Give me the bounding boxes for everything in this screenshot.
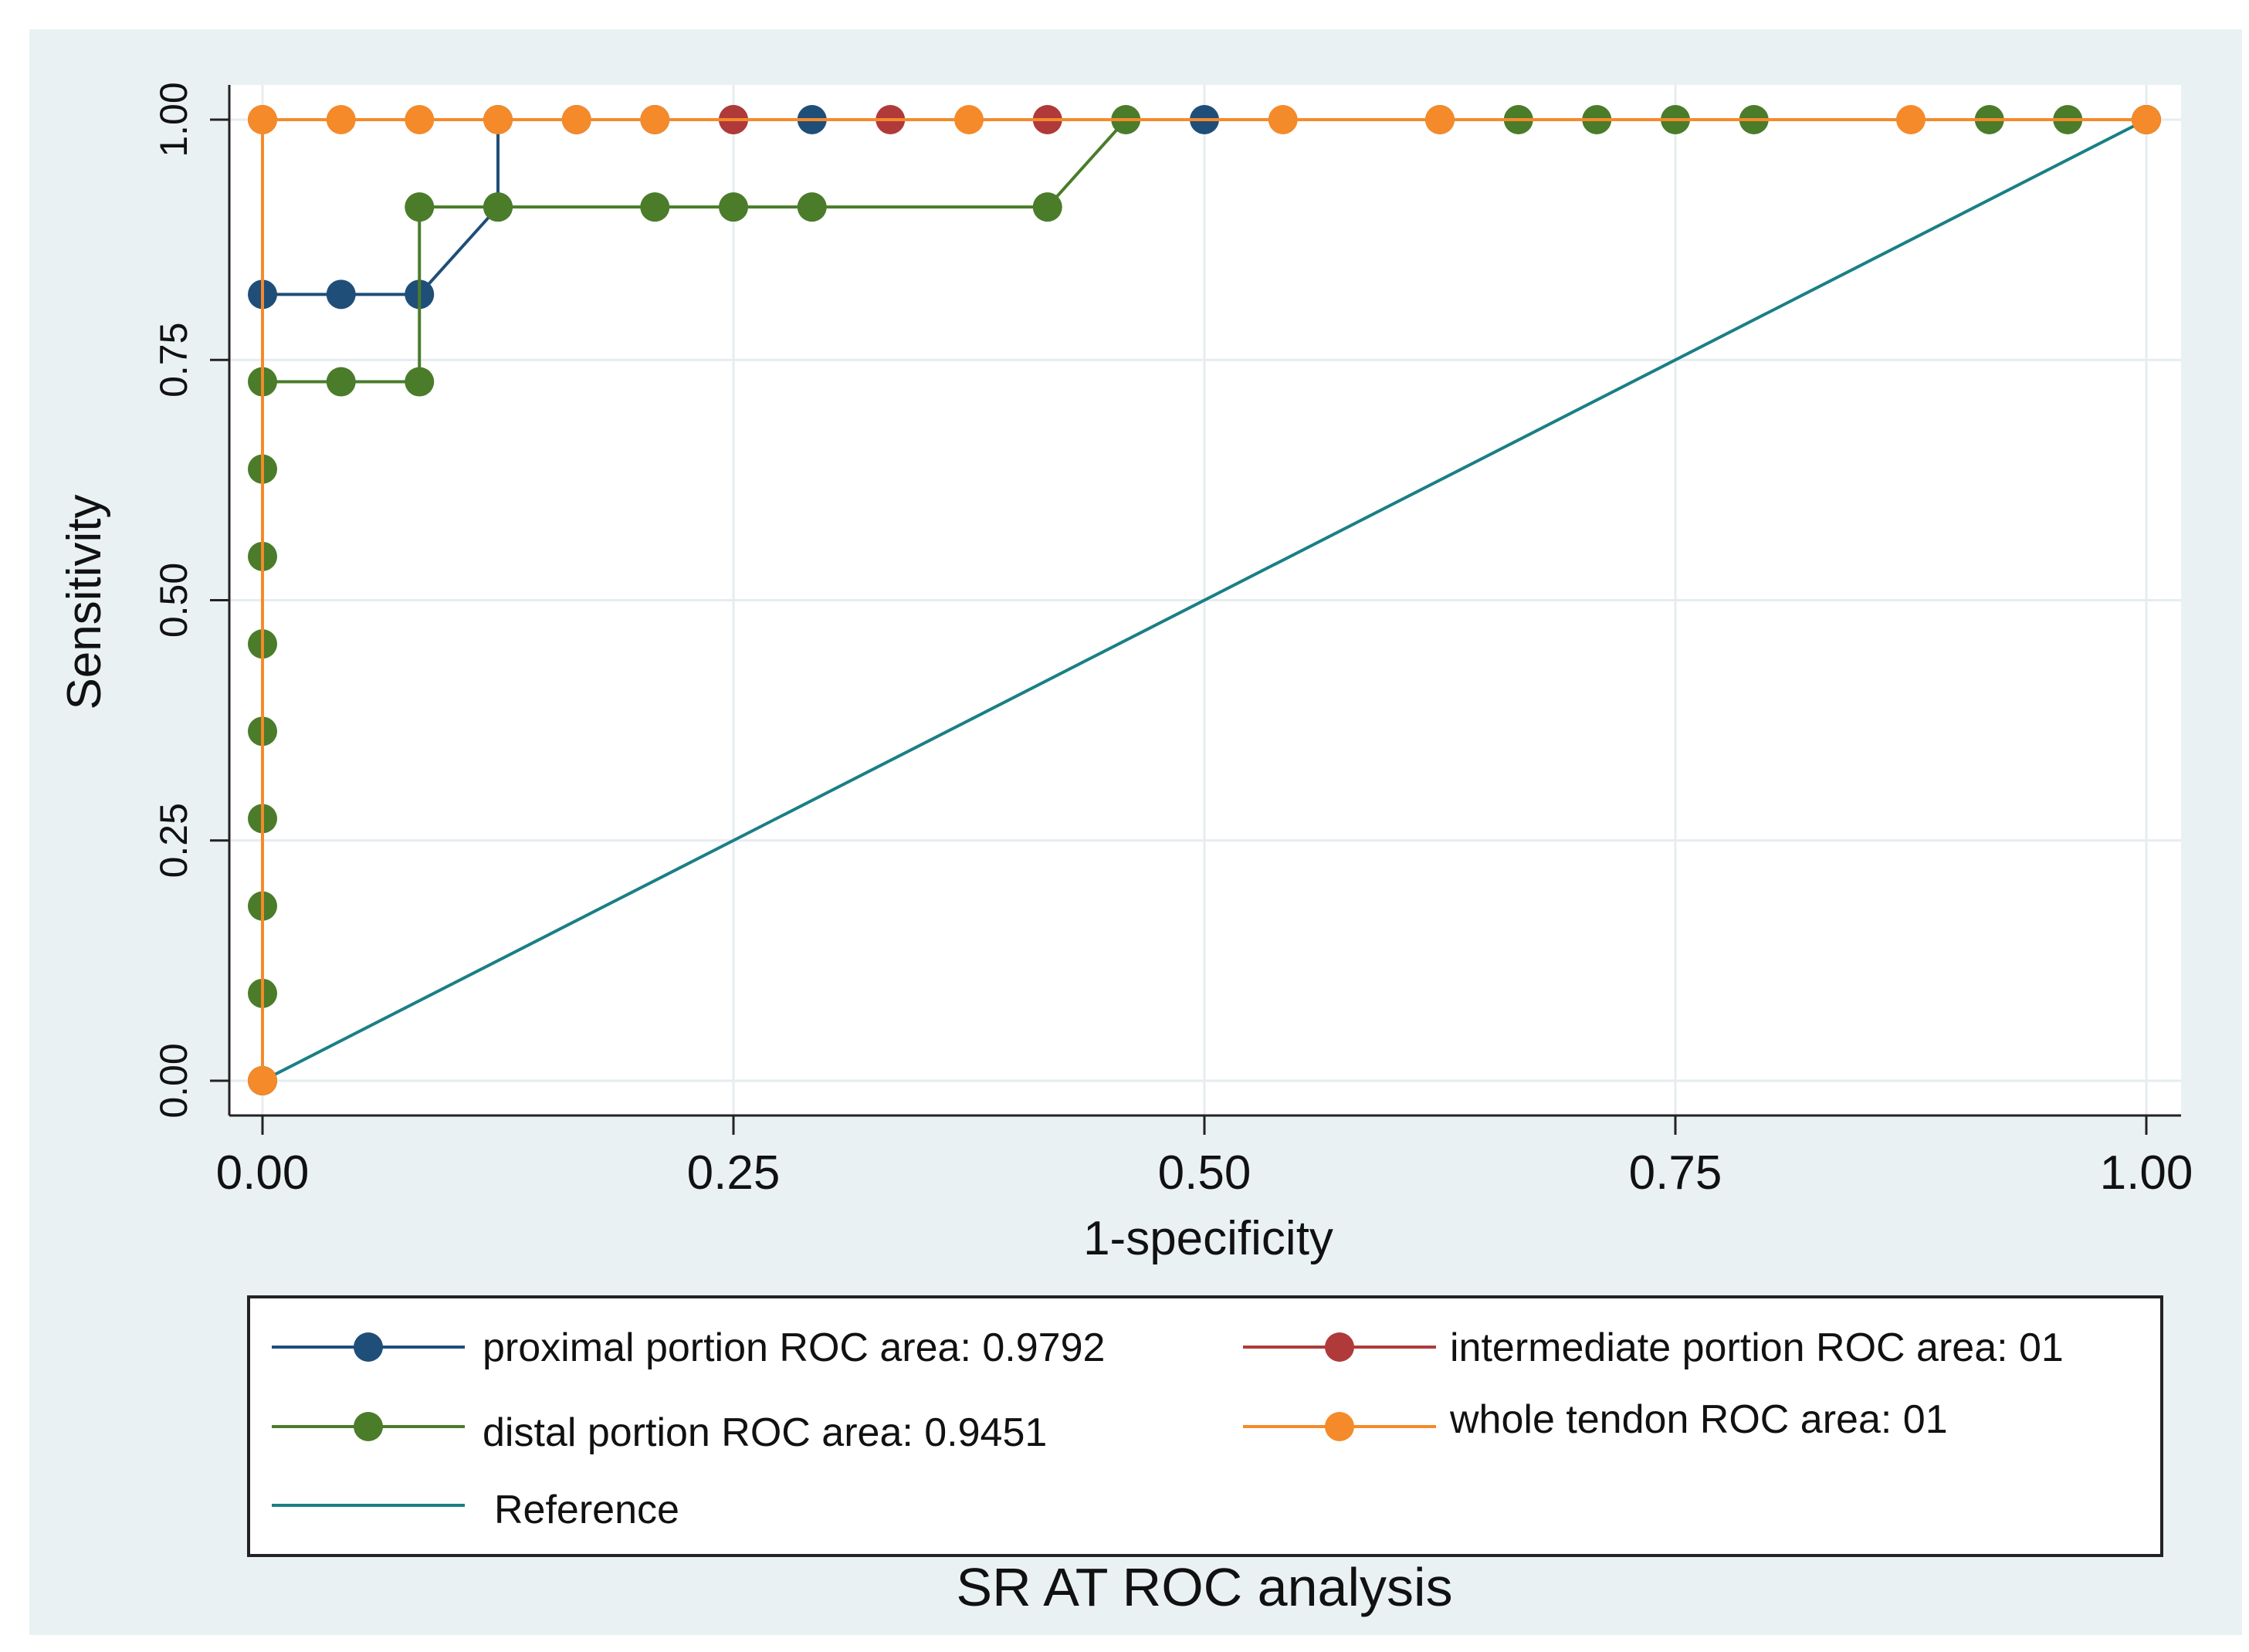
series-whole-point bbox=[248, 1066, 277, 1095]
series-whole-point bbox=[326, 105, 356, 134]
y-tick-label: 0.00 bbox=[152, 1043, 195, 1118]
legend-box bbox=[247, 1295, 2163, 1557]
series-proximal-point bbox=[326, 279, 356, 310]
series-distal-point bbox=[640, 192, 670, 222]
series-whole-point bbox=[1425, 105, 1455, 134]
series-whole-point bbox=[248, 105, 277, 134]
x-tick-label: 1.00 bbox=[2100, 1146, 2193, 1200]
series-distal-point bbox=[405, 367, 435, 397]
legend-whole-marker bbox=[1325, 1412, 1354, 1441]
y-tick-label: 0.25 bbox=[152, 803, 195, 878]
series-distal-point bbox=[719, 192, 748, 222]
legend-intermediate-marker bbox=[1325, 1332, 1354, 1362]
legend-distal-marker bbox=[354, 1412, 383, 1441]
legend: proximal portion ROC area: 0.9792 interm… bbox=[247, 1295, 2163, 1557]
legend-whole-label: whole tendon ROC area: 01 bbox=[1449, 1397, 1948, 1442]
series-whole-point bbox=[405, 105, 435, 134]
series-distal-point bbox=[797, 192, 827, 222]
series-whole-point bbox=[640, 105, 670, 134]
x-tick-label: 0.25 bbox=[687, 1146, 781, 1200]
y-tick-label: 0.75 bbox=[152, 323, 195, 398]
series-whole-point bbox=[483, 105, 513, 134]
legend-reference-label: Reference bbox=[494, 1488, 679, 1532]
series-whole-point bbox=[2132, 105, 2161, 134]
x-tick-label: 0.00 bbox=[216, 1146, 310, 1200]
series-distal-point bbox=[326, 367, 356, 397]
y-axis-title: Sensitivity bbox=[58, 494, 111, 709]
y-tick-label: 0.50 bbox=[152, 563, 195, 638]
x-tick-label: 0.50 bbox=[1158, 1146, 1252, 1200]
axis-ticks: 0.00 0.00 0.25 0.25 0.50 0.50 0.75 0.75 1.00 1.00 bbox=[152, 82, 2193, 1200]
chart-title: SR AT ROC analysis bbox=[956, 1557, 1452, 1617]
series-whole-point bbox=[561, 105, 591, 134]
reference-line bbox=[262, 118, 2147, 1082]
gridlines bbox=[229, 85, 2181, 1115]
series-distal-point bbox=[483, 192, 513, 222]
legend-proximal-marker bbox=[354, 1332, 383, 1362]
series-distal-point bbox=[405, 192, 435, 222]
series-whole-point bbox=[1896, 105, 1926, 134]
y-tick-label: 1.00 bbox=[152, 82, 195, 157]
x-tick-label: 0.75 bbox=[1629, 1146, 1722, 1200]
legend-distal-label: distal portion ROC area: 0.9451 bbox=[483, 1410, 1047, 1455]
series-whole-point bbox=[1268, 105, 1298, 134]
series-whole-point bbox=[954, 105, 984, 134]
x-axis-title: 1-specificity bbox=[1083, 1212, 1333, 1265]
legend-intermediate-label: intermediate portion ROC area: 01 bbox=[1450, 1325, 2064, 1370]
series-layer bbox=[248, 105, 2161, 1095]
series-distal-point bbox=[1032, 192, 1062, 222]
series-whole bbox=[248, 105, 2161, 1095]
legend-proximal-label: proximal portion ROC area: 0.9792 bbox=[483, 1325, 1105, 1370]
